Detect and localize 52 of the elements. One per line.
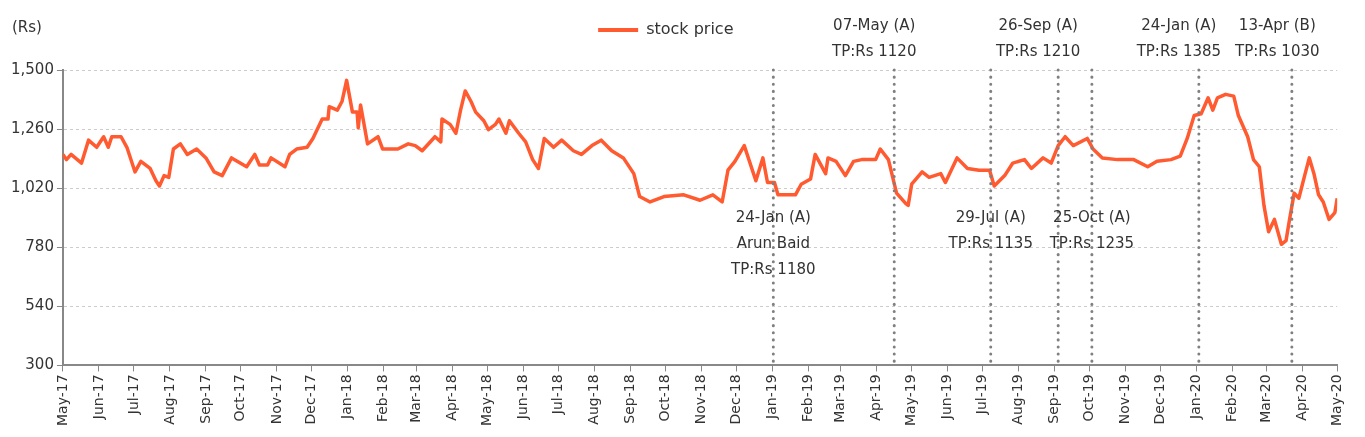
x-tick-label: Dec-18 <box>726 374 743 425</box>
x-tick-label: Aug-19 <box>1009 374 1026 425</box>
x-tick-label: Nov-17 <box>267 374 284 425</box>
y-axis-title: (Rs) <box>12 17 42 36</box>
x-tick-label: Jul-19 <box>973 374 990 416</box>
x-tick-label: Apr-18 <box>443 374 460 421</box>
ref-line-label: 07-May (A) TP:Rs 1120 <box>831 15 917 60</box>
x-tick-label: May-17 <box>53 374 70 427</box>
x-tick-label: Dec-17 <box>302 374 319 425</box>
y-tick-label: 1,500 <box>10 59 54 78</box>
x-tick-label: Jul-18 <box>548 374 565 416</box>
x-tick-label: May-20 <box>1327 374 1344 427</box>
x-tick-label: Dec-19 <box>1151 374 1168 425</box>
x-tick-label: May-18 <box>477 374 494 427</box>
y-tick-label: 1,260 <box>10 118 54 137</box>
x-tick-label: Sep-17 <box>196 374 213 424</box>
x-tick-label: Jun-18 <box>513 374 530 421</box>
x-tick-label: Oct-19 <box>1080 374 1097 422</box>
legend-label: stock price <box>646 19 734 39</box>
ref-line-label: 29-Jul (A) TP:Rs 1135 <box>947 207 1033 252</box>
x-tick-label: Jan-19 <box>762 374 779 420</box>
x-tick-label: Feb-18 <box>374 374 391 423</box>
x-tick-label: Jan-18 <box>338 374 355 420</box>
x-tick-label: Mar-19 <box>831 374 848 423</box>
ref-line-label: 25-Oct (A) TP:Rs 1235 <box>1048 207 1135 252</box>
y-tick-label: 1,020 <box>10 178 54 197</box>
ref-line-label: 13-Apr (B) TP:Rs 1030 <box>1234 15 1320 60</box>
x-tick-label: Nov-19 <box>1116 374 1133 425</box>
x-tick-label: Aug-17 <box>160 374 177 425</box>
x-tick-label: Oct-18 <box>655 374 672 422</box>
x-tick-label: Apr-19 <box>867 374 884 421</box>
x-tick-label: Sep-19 <box>1045 374 1062 424</box>
x-tick-label: Sep-18 <box>620 374 637 424</box>
x-tick-label: Apr-20 <box>1292 374 1309 421</box>
x-tick-label: Mar-20 <box>1256 374 1273 423</box>
y-tick-label: 780 <box>25 237 54 256</box>
x-tick-label: Oct-17 <box>231 374 248 422</box>
x-tick-label: Feb-20 <box>1223 374 1240 423</box>
y-tick-label: 540 <box>25 296 54 315</box>
x-tick-label: Mar-18 <box>407 374 424 423</box>
x-tick-label: Jan-20 <box>1187 374 1204 420</box>
x-tick-label: Jun-17 <box>89 374 106 421</box>
x-tick-label: Aug-18 <box>584 374 601 425</box>
x-tick-label: May-19 <box>902 374 919 427</box>
y-tick-label: 300 <box>25 355 54 374</box>
x-tick-label: Feb-19 <box>798 374 815 423</box>
ref-line-label: 26-Sep (A) TP:Rs 1210 <box>994 15 1081 60</box>
ref-line-label: 24-Jan (A) TP:Rs 1385 <box>1135 15 1222 60</box>
x-tick-label: Jun-19 <box>938 374 955 421</box>
x-tick-label: Jul-17 <box>124 374 141 416</box>
x-tick-label: Nov-18 <box>691 374 708 425</box>
ref-line-label: 24-Jan (A) Arun Baid TP:Rs 1180 <box>730 207 816 278</box>
